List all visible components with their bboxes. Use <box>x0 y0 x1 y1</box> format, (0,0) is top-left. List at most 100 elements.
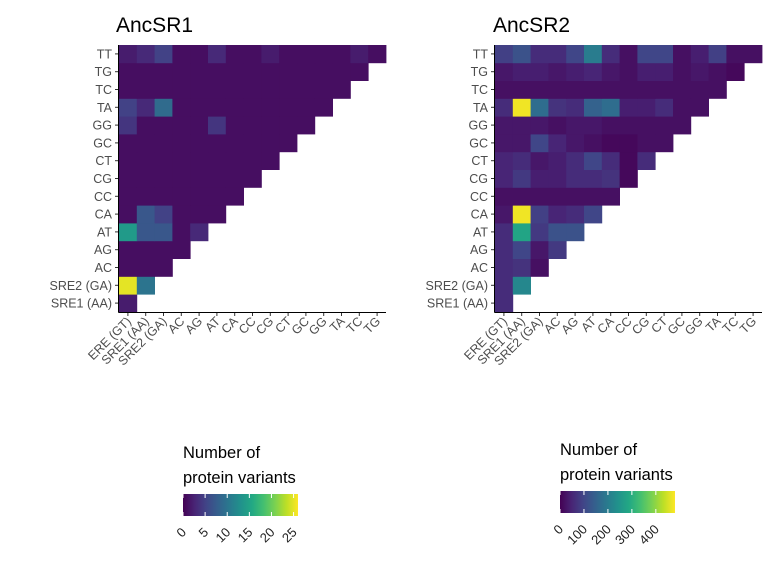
y-tick-label: GC <box>469 136 488 150</box>
heatmap-cell-tc-sre1-aa <box>512 80 531 99</box>
y-tick-label: AT <box>473 225 488 239</box>
heatmap-cell-cg-sre2-ga <box>530 169 549 188</box>
heatmap-cell-cc-at <box>208 187 227 206</box>
heatmap-cell-ta-cc <box>243 98 262 117</box>
heatmap-cell-cg-ere-gt <box>119 169 138 188</box>
heatmap-cell-ca-ere-gt <box>119 205 138 224</box>
y-tick-label: CC <box>94 190 112 204</box>
legend-tick-labels: 0 5 10 15 20 25 <box>173 525 299 546</box>
heatmap-cell-ca-ag <box>190 205 209 224</box>
heatmap-cell-at-ere-gt <box>119 223 138 242</box>
y-tick-label: TA <box>97 101 113 115</box>
heatmap-cell-ta-ere-gt <box>495 98 514 117</box>
heatmap-cell-ct-at <box>584 151 603 170</box>
legend-tick-label: 400 <box>636 522 662 548</box>
heatmap-cell-tg-sre2-ga <box>530 62 549 81</box>
heatmap-cell-at-sre1-aa <box>136 223 155 242</box>
heatmap-cell-tc-gc <box>297 80 316 99</box>
heatmap-cell-tg-ta <box>708 62 727 81</box>
heatmap-cell-gc-sre2-ga <box>154 134 173 153</box>
heatmap-cell-tt-cg <box>261 45 280 64</box>
heatmap-cell-tc-cg <box>637 80 656 99</box>
heatmap-cell-ta-cg <box>261 98 280 117</box>
color-legend: Number of protein variants 0 5 10 15 20 25 <box>173 444 299 545</box>
heatmap-cell-tc-ca <box>225 80 244 99</box>
heatmap-cell-tc-cc <box>243 80 262 99</box>
y-tick-label: GG <box>469 119 488 133</box>
y-tick-label: TA <box>473 101 489 115</box>
heatmap-panel-ancsr1: AncSR1 SRE1 (AA) SRE2 (GA) AC AG AT CA CC CG CT G… <box>49 14 387 545</box>
heatmap-cell-gg-gc <box>673 116 692 135</box>
heatmap-cell-ct-at <box>208 151 227 170</box>
heatmap-cell-gg-sre2-ga <box>530 116 549 135</box>
y-tick-label: GG <box>93 119 112 133</box>
y-tick-label: AC <box>471 261 488 275</box>
heatmap-cell-ct-ag <box>566 151 585 170</box>
heatmap-cell-gg-ere-gt <box>495 116 514 135</box>
heatmap-cell-sre1-aa-ere-gt <box>495 294 514 313</box>
heatmap-cell-tt-ct <box>279 45 298 64</box>
heatmap-cell-tc-gg <box>314 80 333 99</box>
heatmap-cell-ta-ac <box>172 98 191 117</box>
heatmap-cell-ag-sre2-ga <box>154 240 173 259</box>
heatmap-cell-gc-ct <box>655 134 674 153</box>
heatmap-cell-gg-cg <box>261 116 280 135</box>
heatmap-cell-tg-gc <box>297 62 316 81</box>
y-tick-label: AC <box>95 261 112 275</box>
heatmap-cell-tg-cc <box>243 62 262 81</box>
heatmap-cell-tt-cc <box>243 45 262 64</box>
heatmap-cell-tg-ac <box>172 62 191 81</box>
heatmap-cell-ca-ere-gt <box>495 205 514 224</box>
x-tick-label: TG <box>361 314 383 336</box>
heatmap-cell-tt-cc <box>619 45 638 64</box>
heatmap-cell-tt-tc <box>350 45 369 64</box>
heatmap-cells <box>495 45 763 313</box>
panel-title: AncSR1 <box>116 14 193 37</box>
heatmap-cell-tc-ta <box>332 80 351 99</box>
axes <box>491 45 762 316</box>
y-tick-label: TG <box>471 65 488 79</box>
heatmap-cells <box>119 45 387 313</box>
x-tick-label: TG <box>737 314 759 336</box>
heatmap-cell-gc-ct <box>279 134 298 153</box>
heatmap-cell-cg-at <box>584 169 603 188</box>
heatmap-cell-tg-gg <box>690 62 709 81</box>
y-tick-label: GC <box>93 136 112 150</box>
heatmap-cell-tg-sre1-aa <box>136 62 155 81</box>
heatmap-cell-cg-sre1-aa <box>512 169 531 188</box>
heatmap-cell-tc-sre2-ga <box>154 80 173 99</box>
heatmap-cell-tc-ere-gt <box>495 80 514 99</box>
heatmap-cell-ca-sre2-ga <box>530 205 549 224</box>
heatmap-cell-gg-cg <box>637 116 656 135</box>
heatmap-cell-tt-ag <box>566 45 585 64</box>
heatmap-cell-ta-ct <box>655 98 674 117</box>
heatmap-cell-tc-at <box>208 80 227 99</box>
heatmap-cell-tt-at <box>208 45 227 64</box>
heatmap-cell-ca-sre1-aa <box>136 205 155 224</box>
heatmap-cell-ta-sre1-aa <box>512 98 531 117</box>
legend-gradient <box>183 494 298 516</box>
heatmap-cell-tt-gg <box>314 45 333 64</box>
y-tick-labels: SRE1 (AA) SRE2 (GA) AC AG AT CA CC CG CT GC GG TA TC… <box>425 47 488 310</box>
heatmap-cell-gc-sre2-ga <box>530 134 549 153</box>
legend-gradient <box>560 491 675 513</box>
heatmap-cell-gg-cc <box>243 116 262 135</box>
heatmap-cell-sre1-aa-ere-gt <box>119 294 138 313</box>
heatmap-cell-ta-sre2-ga <box>530 98 549 117</box>
heatmap-cell-tg-at <box>208 62 227 81</box>
heatmap-cell-gg-ca <box>601 116 620 135</box>
y-tick-label: CT <box>95 154 112 168</box>
heatmap-cell-ca-at <box>208 205 227 224</box>
heatmap-cell-tc-ct <box>279 80 298 99</box>
heatmap-cell-cg-sre1-aa <box>136 169 155 188</box>
heatmap-cell-tg-cg <box>637 62 656 81</box>
heatmap-cell-gg-ag <box>190 116 209 135</box>
heatmap-cell-ct-sre2-ga <box>530 151 549 170</box>
heatmap-cell-ta-cc <box>619 98 638 117</box>
heatmap-cell-ag-sre2-ga <box>530 240 549 259</box>
heatmap-cell-gg-ct <box>655 116 674 135</box>
heatmap-cell-tg-gg <box>314 62 333 81</box>
heatmap-cell-cg-ag <box>566 169 585 188</box>
